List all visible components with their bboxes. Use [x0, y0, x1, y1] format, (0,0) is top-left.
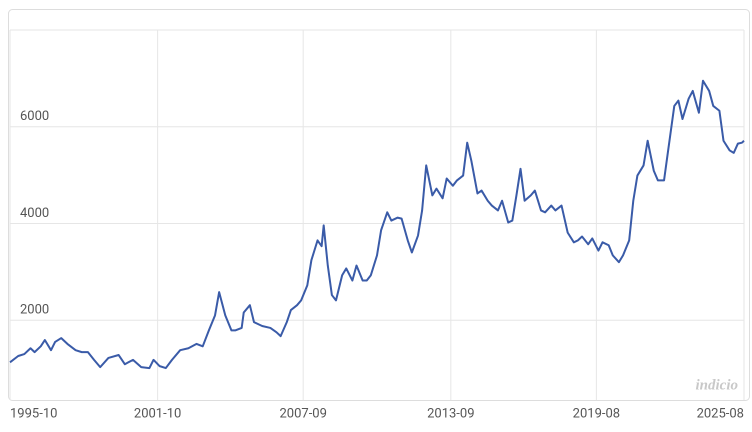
- x-tick-label: 2001-10: [134, 406, 181, 421]
- x-tick-label: 2019-08: [573, 406, 620, 421]
- x-tick-label: 2013-09: [427, 406, 474, 421]
- watermark: indicio: [695, 377, 738, 393]
- x-tick-label: 1995-10: [10, 406, 57, 421]
- y-tick-label: 4000: [20, 206, 49, 221]
- plot-frame: [8, 9, 750, 401]
- x-tick-label: 2007-09: [279, 406, 326, 421]
- data-line: [9, 79, 745, 370]
- y-tick-label: 6000: [20, 109, 49, 124]
- y-tick-label: 2000: [20, 303, 49, 318]
- x-tick-label: 2025-08: [697, 406, 744, 421]
